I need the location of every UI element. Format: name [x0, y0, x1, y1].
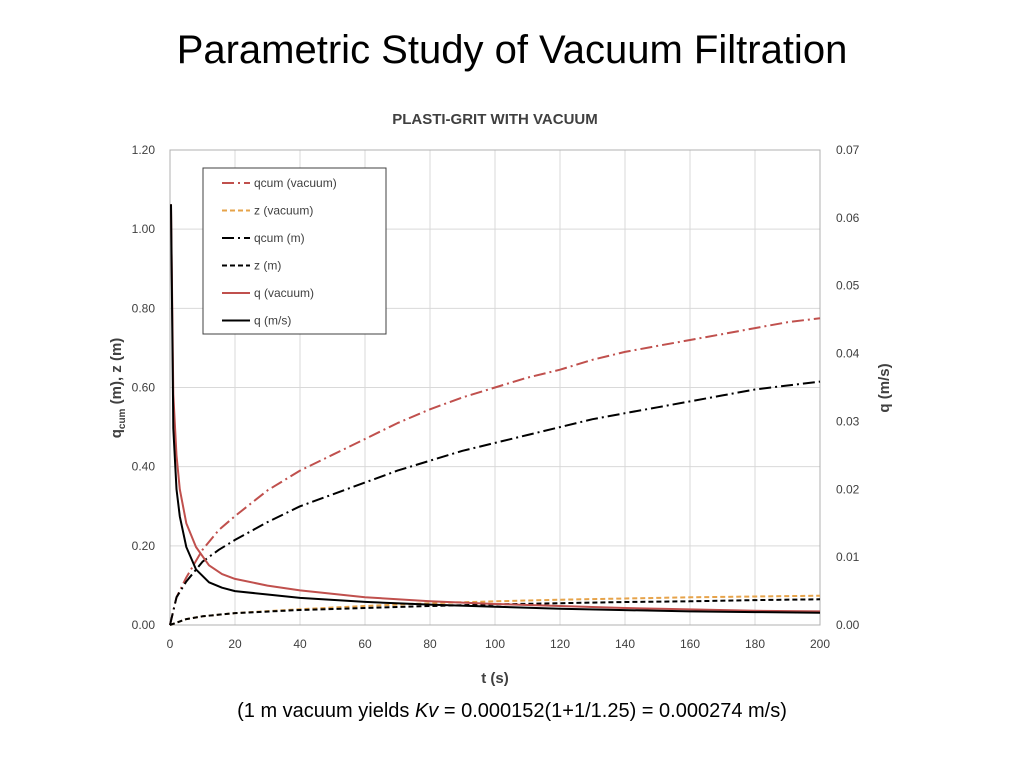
y-tick-label: 0.40 — [132, 460, 156, 474]
series-lines — [169, 204, 821, 626]
legend-label: q (vacuum) — [254, 286, 314, 300]
y-tick-label: 0.60 — [132, 381, 156, 395]
x-tick-label: 180 — [745, 637, 765, 651]
slide-title: Parametric Study of Vacuum Filtration — [176, 28, 848, 72]
legend: qcum (vacuum) z (vacuum) qcum (m) z (m) q (v… — [202, 167, 387, 335]
x-tick-label: 120 — [550, 637, 570, 651]
x-tick-label: 40 — [293, 637, 307, 651]
legend-box — [202, 167, 387, 335]
x-tick-label: 200 — [810, 637, 830, 651]
chart: 0 20 40 60 80 100 120 140 160 180 200 0.00 0.20 0.40 0… — [108, 111, 893, 687]
series-line-qcum-vacuum — [169, 317, 821, 626]
y2-tick-label: 0.05 — [836, 279, 860, 293]
y2-tick-label: 0.06 — [836, 211, 860, 225]
plot-area-border — [169, 149, 821, 626]
legend-label: qcum (vacuum) — [254, 176, 337, 190]
y2-tick-label: 0.07 — [836, 143, 860, 157]
y2-axis-label: q (m/s) — [876, 363, 893, 412]
series-line-q-vacuum — [170, 204, 821, 613]
y2-tick-label: 0.00 — [836, 618, 860, 632]
series-line-z-m — [169, 598, 821, 626]
legend-label: q (m/s) — [254, 314, 291, 328]
tick-labels: 0 20 40 60 80 100 120 140 160 180 200 0.00 0.20 0.40 0… — [132, 143, 860, 651]
y-tick-label: 1.00 — [132, 222, 156, 236]
footnote-text-after: = 0.000152(1+1/1.25) = 0.000274 m/s) — [438, 700, 787, 722]
x-tick-label: 0 — [167, 637, 174, 651]
x-tick-label: 100 — [485, 637, 505, 651]
footnote-variable: Kv — [414, 700, 439, 722]
y-tick-label: 0.80 — [132, 301, 156, 315]
chart-title: PLASTI-GRIT WITH VACUUM — [392, 111, 598, 128]
legend-label: z (m) — [254, 259, 281, 273]
series-line-q-m-s — [170, 204, 821, 614]
x-tick-label: 60 — [358, 637, 372, 651]
x-tick-label: 80 — [423, 637, 437, 651]
legend-label: z (vacuum) — [254, 204, 313, 218]
x-tick-label: 140 — [615, 637, 635, 651]
y-tick-label: 0.00 — [132, 618, 156, 632]
y-tick-label: 1.20 — [132, 143, 156, 157]
y-axis-label: qcum (m), z (m) — [108, 338, 128, 439]
footnote: (1 m vacuum yields Kv = 0.000152(1+1/1.2… — [0, 700, 1024, 723]
x-tick-label: 160 — [680, 637, 700, 651]
y-tick-label: 0.20 — [132, 539, 156, 553]
x-tick-label: 20 — [228, 637, 242, 651]
y2-tick-label: 0.02 — [836, 482, 860, 496]
x-axis-label: t (s) — [481, 670, 509, 687]
y2-tick-label: 0.01 — [836, 550, 860, 564]
legend-label: qcum (m) — [254, 231, 305, 245]
footnote-text-before: (1 m vacuum yields — [237, 700, 415, 722]
y2-tick-label: 0.04 — [836, 347, 860, 361]
y2-tick-label: 0.03 — [836, 414, 860, 428]
series-line-qcum-m — [169, 380, 821, 626]
